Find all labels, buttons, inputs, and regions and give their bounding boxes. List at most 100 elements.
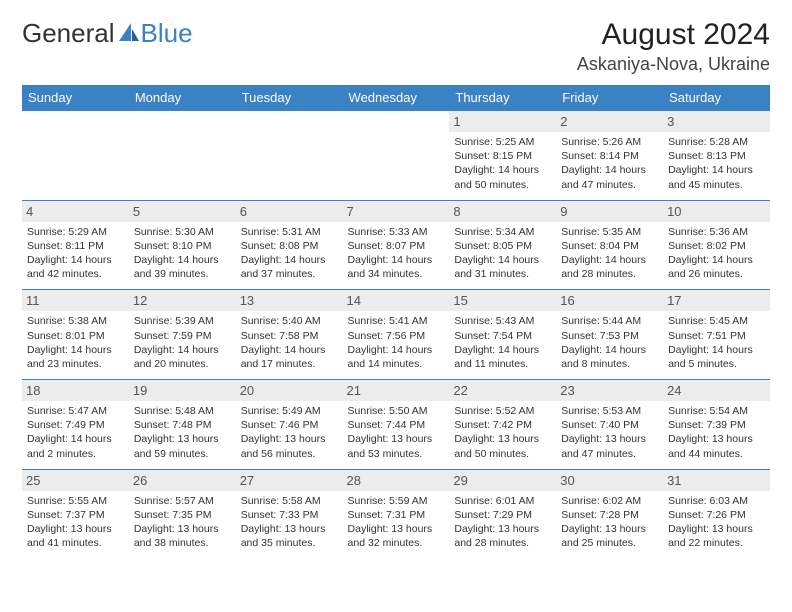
calendar-day-cell: 31Sunrise: 6:03 AMSunset: 7:26 PMDayligh… bbox=[663, 469, 770, 558]
calendar-day-cell: 30Sunrise: 6:02 AMSunset: 7:28 PMDayligh… bbox=[556, 469, 663, 558]
calendar-day-cell: 24Sunrise: 5:54 AMSunset: 7:39 PMDayligh… bbox=[663, 380, 770, 470]
sunset-text: Sunset: 7:59 PM bbox=[134, 329, 231, 343]
sunset-text: Sunset: 7:49 PM bbox=[27, 418, 124, 432]
sunset-text: Sunset: 7:40 PM bbox=[561, 418, 658, 432]
day-info: Sunrise: 5:47 AMSunset: 7:49 PMDaylight:… bbox=[27, 404, 124, 461]
sunrise-text: Sunrise: 5:43 AM bbox=[454, 314, 551, 328]
day-info: Sunrise: 5:41 AMSunset: 7:56 PMDaylight:… bbox=[348, 314, 445, 371]
sunrise-text: Sunrise: 5:38 AM bbox=[27, 314, 124, 328]
sunset-text: Sunset: 8:01 PM bbox=[27, 329, 124, 343]
day-number: 21 bbox=[343, 380, 450, 401]
calendar-day-cell: 3 Sunrise: 5:28 AMSunset: 8:13 PMDaylight… bbox=[663, 111, 770, 201]
sunrise-text: Sunrise: 5:59 AM bbox=[348, 494, 445, 508]
daylight-text: Daylight: 14 hours and 45 minutes. bbox=[668, 163, 765, 191]
sunrise-text: Sunrise: 6:03 AM bbox=[668, 494, 765, 508]
daylight-text: Daylight: 14 hours and 23 minutes. bbox=[27, 343, 124, 371]
sunset-text: Sunset: 8:05 PM bbox=[454, 239, 551, 253]
day-info: Sunrise: 6:01 AMSunset: 7:29 PMDaylight:… bbox=[454, 494, 551, 551]
daylight-text: Daylight: 14 hours and 11 minutes. bbox=[454, 343, 551, 371]
sunset-text: Sunset: 8:02 PM bbox=[668, 239, 765, 253]
day-number: 24 bbox=[663, 380, 770, 401]
day-number: 30 bbox=[556, 470, 663, 491]
sunrise-text: Sunrise: 5:39 AM bbox=[134, 314, 231, 328]
calendar-day-cell: 20Sunrise: 5:49 AMSunset: 7:46 PMDayligh… bbox=[236, 380, 343, 470]
calendar-day-cell: . bbox=[343, 111, 450, 201]
sunset-text: Sunset: 7:48 PM bbox=[134, 418, 231, 432]
daylight-text: Daylight: 13 hours and 50 minutes. bbox=[454, 432, 551, 460]
sunrise-text: Sunrise: 6:02 AM bbox=[561, 494, 658, 508]
sunset-text: Sunset: 8:04 PM bbox=[561, 239, 658, 253]
day-info: Sunrise: 5:58 AMSunset: 7:33 PMDaylight:… bbox=[241, 494, 338, 551]
day-info: Sunrise: 5:55 AMSunset: 7:37 PMDaylight:… bbox=[27, 494, 124, 551]
day-number: 23 bbox=[556, 380, 663, 401]
day-number: 25 bbox=[22, 470, 129, 491]
day-number: 7 bbox=[343, 201, 450, 222]
calendar-day-cell: 9Sunrise: 5:35 AMSunset: 8:04 PMDaylight… bbox=[556, 200, 663, 290]
sunrise-text: Sunrise: 5:47 AM bbox=[27, 404, 124, 418]
day-info: Sunrise: 5:39 AMSunset: 7:59 PMDaylight:… bbox=[134, 314, 231, 371]
daylight-text: Daylight: 14 hours and 37 minutes. bbox=[241, 253, 338, 281]
calendar-day-cell: . bbox=[22, 111, 129, 201]
calendar-day-cell: 7 Sunrise: 5:33 AMSunset: 8:07 PMDaylight… bbox=[343, 200, 450, 290]
day-number: 2 bbox=[556, 111, 663, 132]
weekday-header: Tuesday bbox=[236, 85, 343, 111]
sunset-text: Sunset: 7:46 PM bbox=[241, 418, 338, 432]
day-number: 18 bbox=[22, 380, 129, 401]
sunrise-text: Sunrise: 5:30 AM bbox=[134, 225, 231, 239]
sunset-text: Sunset: 7:31 PM bbox=[348, 508, 445, 522]
day-info: Sunrise: 5:34 AMSunset: 8:05 PMDaylight:… bbox=[454, 225, 551, 282]
sunset-text: Sunset: 7:53 PM bbox=[561, 329, 658, 343]
weekday-header: Sunday bbox=[22, 85, 129, 111]
title-block: August 2024 Askaniya-Nova, Ukraine bbox=[577, 18, 770, 75]
sunrise-text: Sunrise: 5:53 AM bbox=[561, 404, 658, 418]
calendar-day-cell: 10Sunrise: 5:36 AMSunset: 8:02 PMDayligh… bbox=[663, 200, 770, 290]
sunset-text: Sunset: 8:10 PM bbox=[134, 239, 231, 253]
sunrise-text: Sunrise: 5:25 AM bbox=[454, 135, 551, 149]
day-number: 3 bbox=[663, 111, 770, 132]
calendar-day-cell: 28Sunrise: 5:59 AMSunset: 7:31 PMDayligh… bbox=[343, 469, 450, 558]
calendar-week-row: 25 Sunrise: 5:55 AMSunset: 7:37 PMDayligh… bbox=[22, 469, 770, 558]
day-info: Sunrise: 5:29 AMSunset: 8:11 PMDaylight:… bbox=[27, 225, 124, 282]
sunrise-text: Sunrise: 5:49 AM bbox=[241, 404, 338, 418]
day-number: 12 bbox=[129, 290, 236, 311]
header: General Blue August 2024 Askaniya-Nova, … bbox=[22, 18, 770, 75]
day-info: Sunrise: 5:52 AMSunset: 7:42 PMDaylight:… bbox=[454, 404, 551, 461]
daylight-text: Daylight: 13 hours and 35 minutes. bbox=[241, 522, 338, 550]
sunrise-text: Sunrise: 5:45 AM bbox=[668, 314, 765, 328]
sunset-text: Sunset: 8:07 PM bbox=[348, 239, 445, 253]
weekday-header: Friday bbox=[556, 85, 663, 111]
daylight-text: Daylight: 14 hours and 17 minutes. bbox=[241, 343, 338, 371]
weekday-header: Monday bbox=[129, 85, 236, 111]
day-number: 11 bbox=[22, 290, 129, 311]
sunrise-text: Sunrise: 5:36 AM bbox=[668, 225, 765, 239]
logo-sail-icon bbox=[117, 21, 141, 43]
calendar-grid: SundayMondayTuesdayWednesdayThursdayFrid… bbox=[22, 85, 770, 558]
calendar-day-cell: 22Sunrise: 5:52 AMSunset: 7:42 PMDayligh… bbox=[449, 380, 556, 470]
day-number: 5 bbox=[129, 201, 236, 222]
calendar-day-cell: . bbox=[129, 111, 236, 201]
sunset-text: Sunset: 7:44 PM bbox=[348, 418, 445, 432]
sunrise-text: Sunrise: 5:41 AM bbox=[348, 314, 445, 328]
day-number: 10 bbox=[663, 201, 770, 222]
calendar-body: ....1Sunrise: 5:25 AMSunset: 8:15 PMDayl… bbox=[22, 111, 770, 559]
day-info: Sunrise: 5:33 AMSunset: 8:07 PMDaylight:… bbox=[348, 225, 445, 282]
daylight-text: Daylight: 14 hours and 42 minutes. bbox=[27, 253, 124, 281]
calendar-day-cell: 27Sunrise: 5:58 AMSunset: 7:33 PMDayligh… bbox=[236, 469, 343, 558]
day-info: Sunrise: 5:57 AMSunset: 7:35 PMDaylight:… bbox=[134, 494, 231, 551]
daylight-text: Daylight: 13 hours and 56 minutes. bbox=[241, 432, 338, 460]
sunset-text: Sunset: 7:37 PM bbox=[27, 508, 124, 522]
daylight-text: Daylight: 13 hours and 59 minutes. bbox=[134, 432, 231, 460]
day-info: Sunrise: 5:28 AMSunset: 8:13 PMDaylight:… bbox=[668, 135, 765, 192]
calendar-day-cell: 25 Sunrise: 5:55 AMSunset: 7:37 PMDayligh… bbox=[22, 469, 129, 558]
daylight-text: Daylight: 14 hours and 14 minutes. bbox=[348, 343, 445, 371]
day-info: Sunrise: 5:49 AMSunset: 7:46 PMDaylight:… bbox=[241, 404, 338, 461]
calendar-day-cell: 4Sunrise: 5:29 AMSunset: 8:11 PMDaylight… bbox=[22, 200, 129, 290]
sunset-text: Sunset: 7:51 PM bbox=[668, 329, 765, 343]
calendar-day-cell: 2Sunrise: 5:26 AMSunset: 8:14 PMDaylight… bbox=[556, 111, 663, 201]
sunset-text: Sunset: 8:13 PM bbox=[668, 149, 765, 163]
daylight-text: Daylight: 14 hours and 20 minutes. bbox=[134, 343, 231, 371]
day-number: 31 bbox=[663, 470, 770, 491]
daylight-text: Daylight: 13 hours and 44 minutes. bbox=[668, 432, 765, 460]
day-info: Sunrise: 5:35 AMSunset: 8:04 PMDaylight:… bbox=[561, 225, 658, 282]
daylight-text: Daylight: 14 hours and 28 minutes. bbox=[561, 253, 658, 281]
